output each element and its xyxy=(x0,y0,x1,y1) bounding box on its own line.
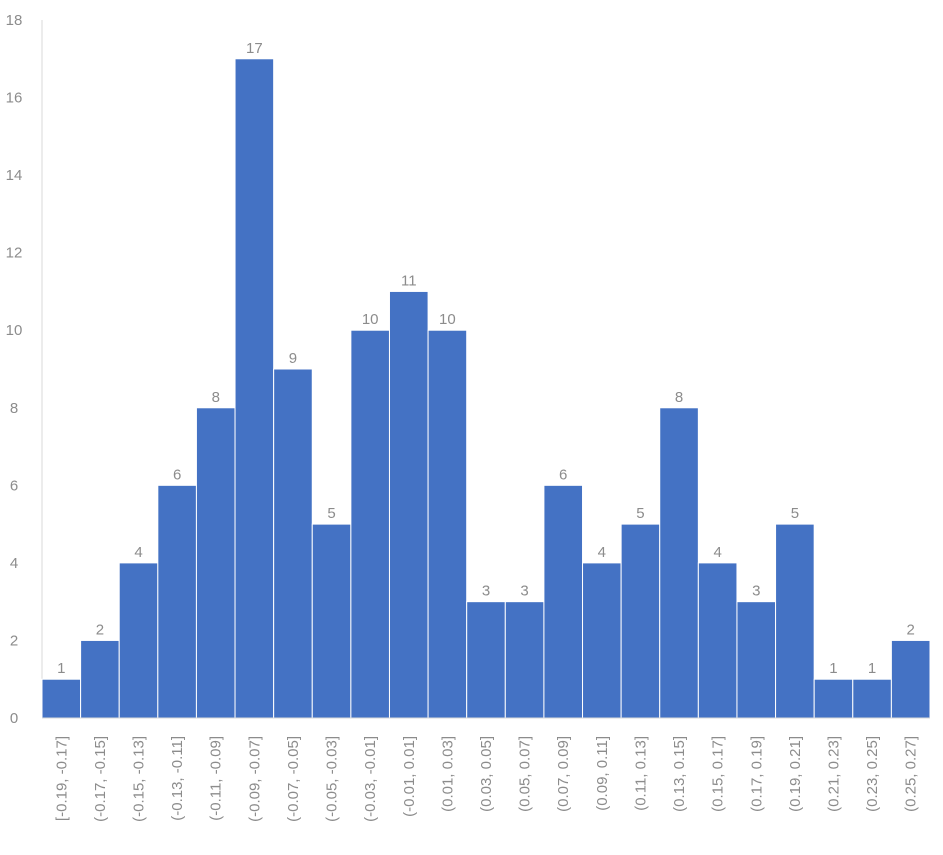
x-tick-label: (0.07, 0.09] xyxy=(555,736,572,812)
x-tick-label: (0.11, 0.13] xyxy=(632,736,649,811)
x-tick-label: (-0.05, -0.03] xyxy=(324,736,341,822)
data-label: 10 xyxy=(439,311,456,328)
y-tick-label: 10 xyxy=(6,322,23,339)
bar xyxy=(582,562,622,719)
bar xyxy=(697,562,738,719)
y-tick-label: 4 xyxy=(10,555,18,572)
data-label: 1 xyxy=(829,660,837,677)
y-tick-label: 16 xyxy=(6,90,23,107)
x-tick-label: (-0.17, -0.15] xyxy=(92,736,109,822)
data-label: 2 xyxy=(907,621,915,638)
data-label: 2 xyxy=(96,621,104,638)
data-label: 9 xyxy=(289,350,297,367)
bar xyxy=(311,523,352,719)
x-tick-label: (0.05, 0.07] xyxy=(517,736,534,812)
x-tick-label: (-0.15, -0.13] xyxy=(131,736,148,822)
x-tick-label: (0.13, 0.15] xyxy=(671,736,688,812)
data-label: 3 xyxy=(482,583,490,600)
data-label: 5 xyxy=(636,505,644,522)
x-tick-label: (-0.07, -0.05] xyxy=(285,736,302,822)
data-label: 1 xyxy=(868,660,876,677)
x-tick-label: (0.01, 0.03] xyxy=(439,736,456,812)
bar xyxy=(350,329,390,719)
x-tick-label: (0.17, 0.19] xyxy=(748,736,765,812)
data-label: 3 xyxy=(520,583,528,600)
bar xyxy=(736,601,777,719)
bar xyxy=(118,562,159,719)
bar xyxy=(41,678,82,719)
data-label: 3 xyxy=(752,583,760,600)
data-label: 17 xyxy=(246,40,263,57)
y-tick-label: 18 xyxy=(6,12,23,29)
data-label: 4 xyxy=(598,544,606,561)
data-label: 4 xyxy=(713,544,721,561)
x-tick-label: (0.03, 0.05] xyxy=(478,736,495,812)
data-label: 5 xyxy=(791,505,799,522)
x-tick-label: (0.19, 0.21] xyxy=(787,736,804,812)
x-tick-label: (0.09, 0.11] xyxy=(594,736,611,811)
y-tick-label: 12 xyxy=(6,245,23,262)
bar xyxy=(890,639,931,719)
x-tick-label: (-0.03, -0.01] xyxy=(362,736,379,822)
y-tick-label: 2 xyxy=(10,632,18,649)
x-tick-label: (-0.11, -0.09] xyxy=(208,736,225,821)
data-label: 5 xyxy=(327,505,335,522)
bar xyxy=(852,678,892,719)
data-label: 6 xyxy=(559,466,567,483)
data-label: 8 xyxy=(675,389,683,406)
x-tick-label: (-0.09, -0.07] xyxy=(246,736,263,822)
bar xyxy=(775,523,815,719)
bar xyxy=(659,407,699,719)
data-label: 11 xyxy=(401,272,417,289)
data-label: 10 xyxy=(362,311,379,328)
data-label: 4 xyxy=(134,544,142,561)
bar xyxy=(80,639,120,719)
bar xyxy=(195,407,236,719)
x-tick-label: (0.15, 0.17] xyxy=(710,736,727,812)
x-tick-label: (0.21, 0.23] xyxy=(825,736,842,812)
y-tick-label: 6 xyxy=(10,477,18,494)
bar xyxy=(543,484,584,719)
y-tick-label: 0 xyxy=(10,710,18,727)
y-tick-label: 14 xyxy=(6,167,23,184)
x-tick-label: (0.25, 0.27] xyxy=(903,736,920,812)
data-label: 1 xyxy=(57,660,65,677)
bar xyxy=(157,484,197,719)
data-label: 6 xyxy=(173,466,181,483)
x-tick-label: (-0.13, -0.11] xyxy=(169,736,186,821)
bar xyxy=(466,601,506,719)
bar xyxy=(273,368,313,719)
bar xyxy=(427,329,468,719)
bar xyxy=(813,678,854,719)
bar xyxy=(620,523,661,719)
x-tick-label: (0.23, 0.25] xyxy=(864,736,881,812)
x-tick-label: [-0.19, -0.17] xyxy=(53,736,70,821)
bar xyxy=(388,290,429,719)
y-tick-label: 8 xyxy=(10,400,18,417)
bar xyxy=(234,58,275,719)
bar xyxy=(504,601,545,719)
x-tick-label: (-0.01, 0.01] xyxy=(401,736,418,817)
data-label: 8 xyxy=(212,389,220,406)
